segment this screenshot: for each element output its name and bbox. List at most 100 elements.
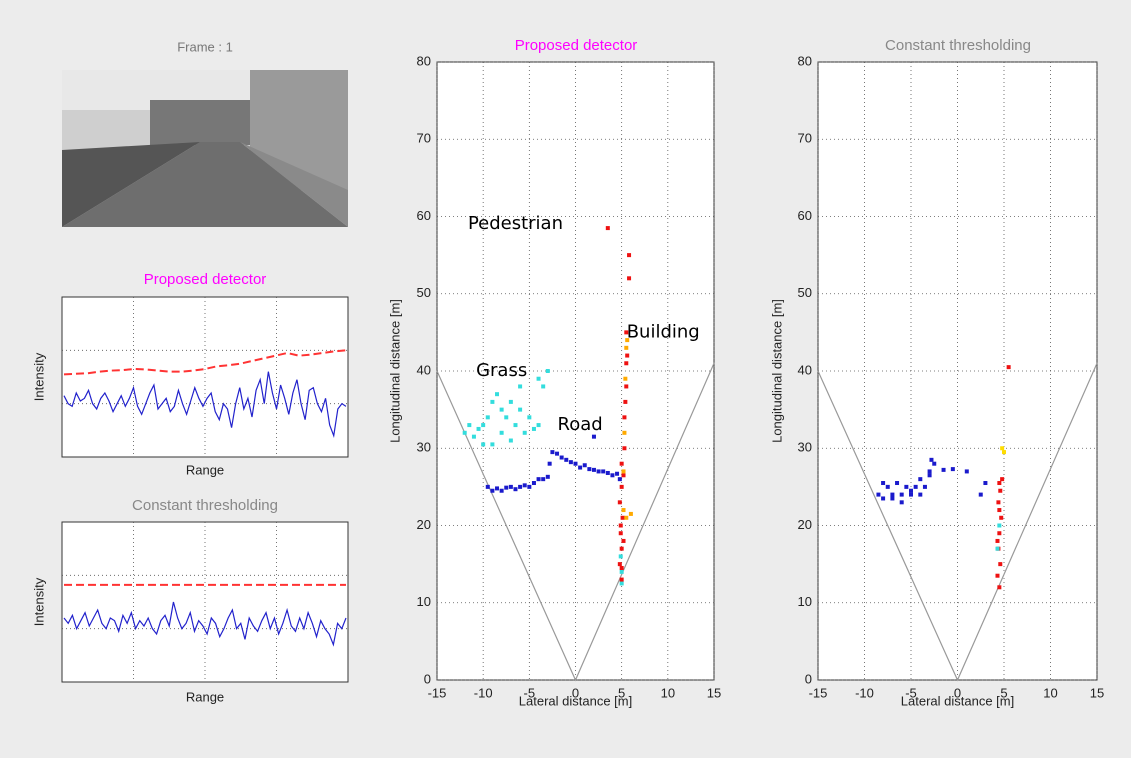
detection-point — [909, 493, 913, 497]
detection-point — [932, 462, 936, 466]
detection-point — [486, 485, 490, 489]
detection-point — [537, 377, 541, 381]
detection-point — [623, 377, 627, 381]
detection-point — [578, 466, 582, 470]
detection-point — [942, 468, 946, 472]
detection-point — [620, 578, 624, 582]
detection-point — [621, 516, 625, 520]
detection-point — [918, 477, 922, 481]
detection-point — [904, 485, 908, 489]
detection-point — [610, 473, 614, 477]
detection-point — [615, 472, 619, 476]
detection-point — [1007, 365, 1011, 369]
detection-point — [624, 346, 628, 350]
detection-point — [620, 485, 624, 489]
annotation: Grass — [476, 360, 527, 381]
detection-point — [620, 462, 624, 466]
detection-point — [627, 253, 631, 257]
detection-point — [500, 408, 504, 412]
detection-point — [622, 415, 626, 419]
detection-point — [624, 361, 628, 365]
detection-point — [574, 462, 578, 466]
x-tick-label: 5 — [618, 685, 625, 700]
detection-point — [597, 469, 601, 473]
detection-point — [518, 408, 522, 412]
camera-frame — [62, 70, 348, 227]
detection-point — [527, 485, 531, 489]
detection-point — [606, 226, 610, 230]
detection-point — [997, 531, 1001, 535]
detection-point — [592, 435, 596, 439]
detection-point — [995, 547, 999, 551]
detection-point — [601, 469, 605, 473]
x-tick-label: 0 — [954, 685, 961, 700]
detection-point — [928, 473, 932, 477]
x-tick-label: -5 — [905, 685, 917, 700]
detection-point — [995, 539, 999, 543]
detection-point — [997, 508, 1001, 512]
chart-title: Constant thresholding — [885, 37, 1031, 54]
detection-point — [997, 524, 1001, 528]
detection-point — [463, 431, 467, 435]
detection-point — [546, 369, 550, 373]
detection-point — [618, 500, 622, 504]
detection-point — [619, 524, 623, 528]
detection-point — [881, 481, 885, 485]
y-tick-label: 30 — [798, 440, 812, 455]
detection-point — [886, 485, 890, 489]
detection-point — [625, 354, 629, 358]
detection-point — [486, 415, 490, 419]
chart-title: Proposed detector — [515, 37, 638, 54]
detection-point — [518, 384, 522, 388]
detection-point — [532, 427, 536, 431]
x-tick-label: 15 — [707, 685, 721, 700]
y-tick-label: 20 — [417, 517, 431, 532]
y-tick-label: 80 — [798, 53, 812, 68]
y-tick-label: 10 — [417, 594, 431, 609]
detection-point — [518, 485, 522, 489]
detection-point — [620, 581, 624, 585]
detection-point — [997, 585, 1001, 589]
x-tick-label: -15 — [809, 685, 828, 700]
detection-point — [881, 496, 885, 500]
detection-point — [923, 485, 927, 489]
detection-point — [509, 485, 513, 489]
detection-point — [564, 458, 568, 462]
detection-point — [890, 493, 894, 497]
detection-point — [996, 500, 1000, 504]
x-tick-label: -10 — [855, 685, 874, 700]
detection-point — [624, 384, 628, 388]
detection-point — [523, 483, 527, 487]
detection-point — [509, 439, 513, 443]
detection-point — [909, 489, 913, 493]
detection-point — [618, 562, 622, 566]
detection-point — [965, 469, 969, 473]
chart-title: Proposed detector — [144, 271, 267, 288]
detection-point — [619, 531, 623, 535]
detection-point — [513, 423, 517, 427]
y-axis-label: Longitudinal distance [m] — [769, 299, 784, 443]
detection-point — [895, 481, 899, 485]
detection-point — [537, 477, 541, 481]
detection-point — [532, 481, 536, 485]
y-axis-label: Longitudinal distance [m] — [387, 299, 402, 443]
detection-point — [995, 574, 999, 578]
y-tick-label: 50 — [417, 285, 431, 300]
annotation: Road — [558, 414, 603, 435]
detection-point — [914, 485, 918, 489]
detection-point — [495, 392, 499, 396]
x-axis-label: Range — [186, 462, 224, 477]
detection-point — [490, 400, 494, 404]
x-tick-label: 10 — [1043, 685, 1057, 700]
annotation: Pedestrian — [468, 213, 563, 234]
detection-point — [999, 516, 1003, 520]
detection-point — [622, 446, 626, 450]
detection-point — [928, 469, 932, 473]
x-tick-label: 0 — [572, 685, 579, 700]
chart-title: Constant thresholding — [132, 497, 278, 514]
detection-point — [606, 471, 610, 475]
y-tick-label: 0 — [424, 671, 431, 686]
detection-point — [983, 481, 987, 485]
y-tick-label: 70 — [798, 131, 812, 146]
x-tick-label: -5 — [524, 685, 536, 700]
